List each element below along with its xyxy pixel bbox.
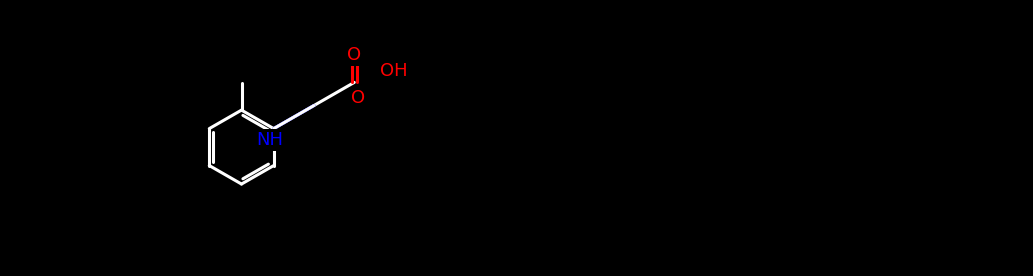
Text: NH: NH bbox=[256, 131, 283, 149]
Text: O: O bbox=[351, 89, 366, 107]
Text: O: O bbox=[347, 46, 362, 64]
Text: OH: OH bbox=[380, 62, 407, 80]
